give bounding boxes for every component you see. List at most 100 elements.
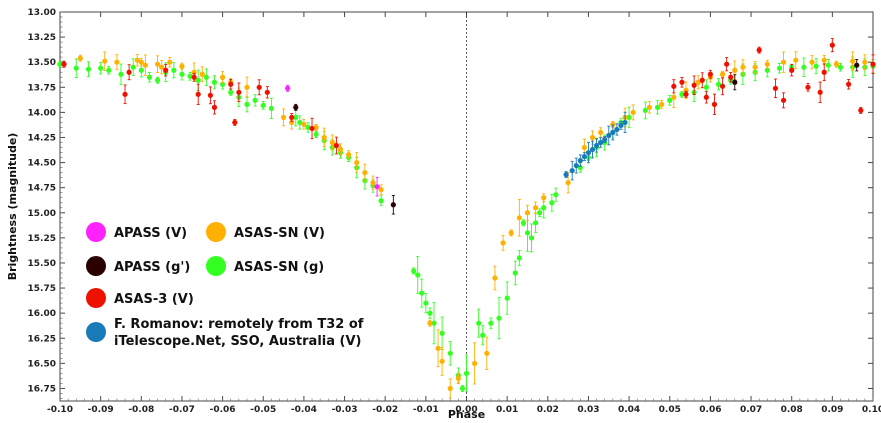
data-point	[305, 124, 311, 131]
data-point	[516, 215, 522, 221]
y-tick-label: 14.00	[28, 108, 56, 118]
data-point	[484, 350, 490, 356]
legend-marker	[86, 222, 106, 242]
y-axis: 13.00 13.25 13.50 13.75 14.00 14.25 14.50 14.75…	[28, 8, 873, 399]
data-point	[98, 65, 104, 71]
data-point	[423, 300, 429, 306]
data-point	[232, 119, 238, 126]
data-point	[695, 79, 701, 85]
x-tick-label: 0.01	[496, 405, 518, 415]
data-point	[297, 119, 303, 126]
legend-label: ASAS-3 (V)	[114, 292, 194, 307]
data-point	[703, 84, 709, 90]
data-point	[459, 385, 466, 392]
data-point	[618, 122, 624, 129]
data-point	[447, 385, 453, 392]
data-point	[264, 89, 270, 95]
data-point	[516, 255, 522, 261]
data-point	[821, 57, 827, 63]
data-point	[244, 84, 250, 90]
data-point	[817, 89, 823, 95]
data-point	[301, 121, 307, 128]
x-tick-label: -0.02	[372, 405, 398, 415]
data-point	[268, 105, 274, 111]
data-point	[728, 74, 734, 80]
data-point	[179, 71, 185, 77]
data-point	[533, 220, 539, 226]
data-point	[419, 290, 425, 296]
x-tick-label: 0.09	[821, 405, 843, 415]
data-point	[622, 119, 628, 126]
data-point	[854, 62, 860, 68]
data-point	[821, 69, 827, 75]
data-point	[114, 59, 120, 65]
data-point	[858, 107, 864, 113]
x-tick-label: -0.07	[169, 405, 195, 415]
data-point	[370, 180, 376, 186]
data-point	[846, 81, 852, 87]
x-tick-label: 0.07	[740, 405, 762, 415]
data-point	[585, 149, 592, 156]
data-point	[171, 67, 177, 73]
data-point	[593, 142, 600, 149]
data-point	[167, 59, 173, 65]
x-tick-label: -0.05	[250, 405, 276, 415]
data-point	[211, 104, 218, 110]
data-point	[285, 85, 291, 91]
y-tick-label: 14.75	[28, 184, 56, 194]
x-axis-title: Phase	[448, 408, 485, 421]
data-point	[528, 235, 535, 241]
data-point	[252, 97, 258, 103]
data-point	[837, 64, 844, 70]
series-asas-3-v-	[61, 38, 876, 155]
data-point	[589, 146, 596, 153]
x-tick-label: 0.00	[455, 405, 477, 415]
data-point	[524, 210, 531, 216]
data-point	[142, 62, 148, 68]
x-tick-label: 0.02	[537, 405, 559, 415]
data-point	[256, 84, 262, 90]
data-point	[646, 104, 653, 110]
data-point	[337, 146, 344, 153]
data-point	[541, 205, 547, 211]
x-tick-label: 0.08	[781, 405, 803, 415]
x-tick-label: -0.06	[210, 405, 236, 415]
data-point	[309, 125, 315, 132]
data-point	[581, 144, 587, 151]
data-point	[191, 74, 197, 80]
x-tick-label: 0.04	[618, 405, 640, 415]
data-point	[207, 92, 214, 98]
data-point	[719, 83, 726, 89]
legend-label: F. Romanov: remotely from T32 of	[114, 317, 364, 332]
y-tick-label: 14.25	[28, 133, 56, 143]
data-point	[610, 121, 616, 128]
data-point	[671, 94, 677, 100]
data-point	[533, 205, 539, 211]
data-point	[699, 77, 705, 83]
data-point	[809, 59, 815, 65]
data-point	[138, 59, 144, 65]
data-point	[732, 79, 738, 85]
data-point	[211, 79, 218, 85]
data-point	[163, 67, 169, 73]
data-point	[476, 320, 482, 326]
data-point	[573, 162, 579, 169]
data-point	[606, 132, 612, 139]
data-point	[850, 58, 856, 64]
series-asas-sn-v-	[77, 51, 868, 399]
x-tick-label: 0.05	[659, 405, 681, 415]
x-axis: -0.10 -0.09 -0.08 -0.07 -0.06 -0.05 -0.04 -0.03…	[47, 12, 881, 415]
x-tick-label: -0.08	[128, 405, 154, 415]
data-point	[691, 82, 697, 88]
data-point	[118, 71, 124, 77]
data-point	[187, 73, 193, 79]
data-point	[228, 89, 234, 95]
data-point	[610, 129, 616, 136]
data-point	[537, 210, 543, 216]
data-point	[244, 101, 250, 107]
data-point	[346, 151, 352, 158]
legend-marker	[86, 256, 106, 276]
data-point	[563, 172, 569, 178]
series-apass-g-	[293, 59, 860, 215]
data-point	[447, 350, 453, 356]
